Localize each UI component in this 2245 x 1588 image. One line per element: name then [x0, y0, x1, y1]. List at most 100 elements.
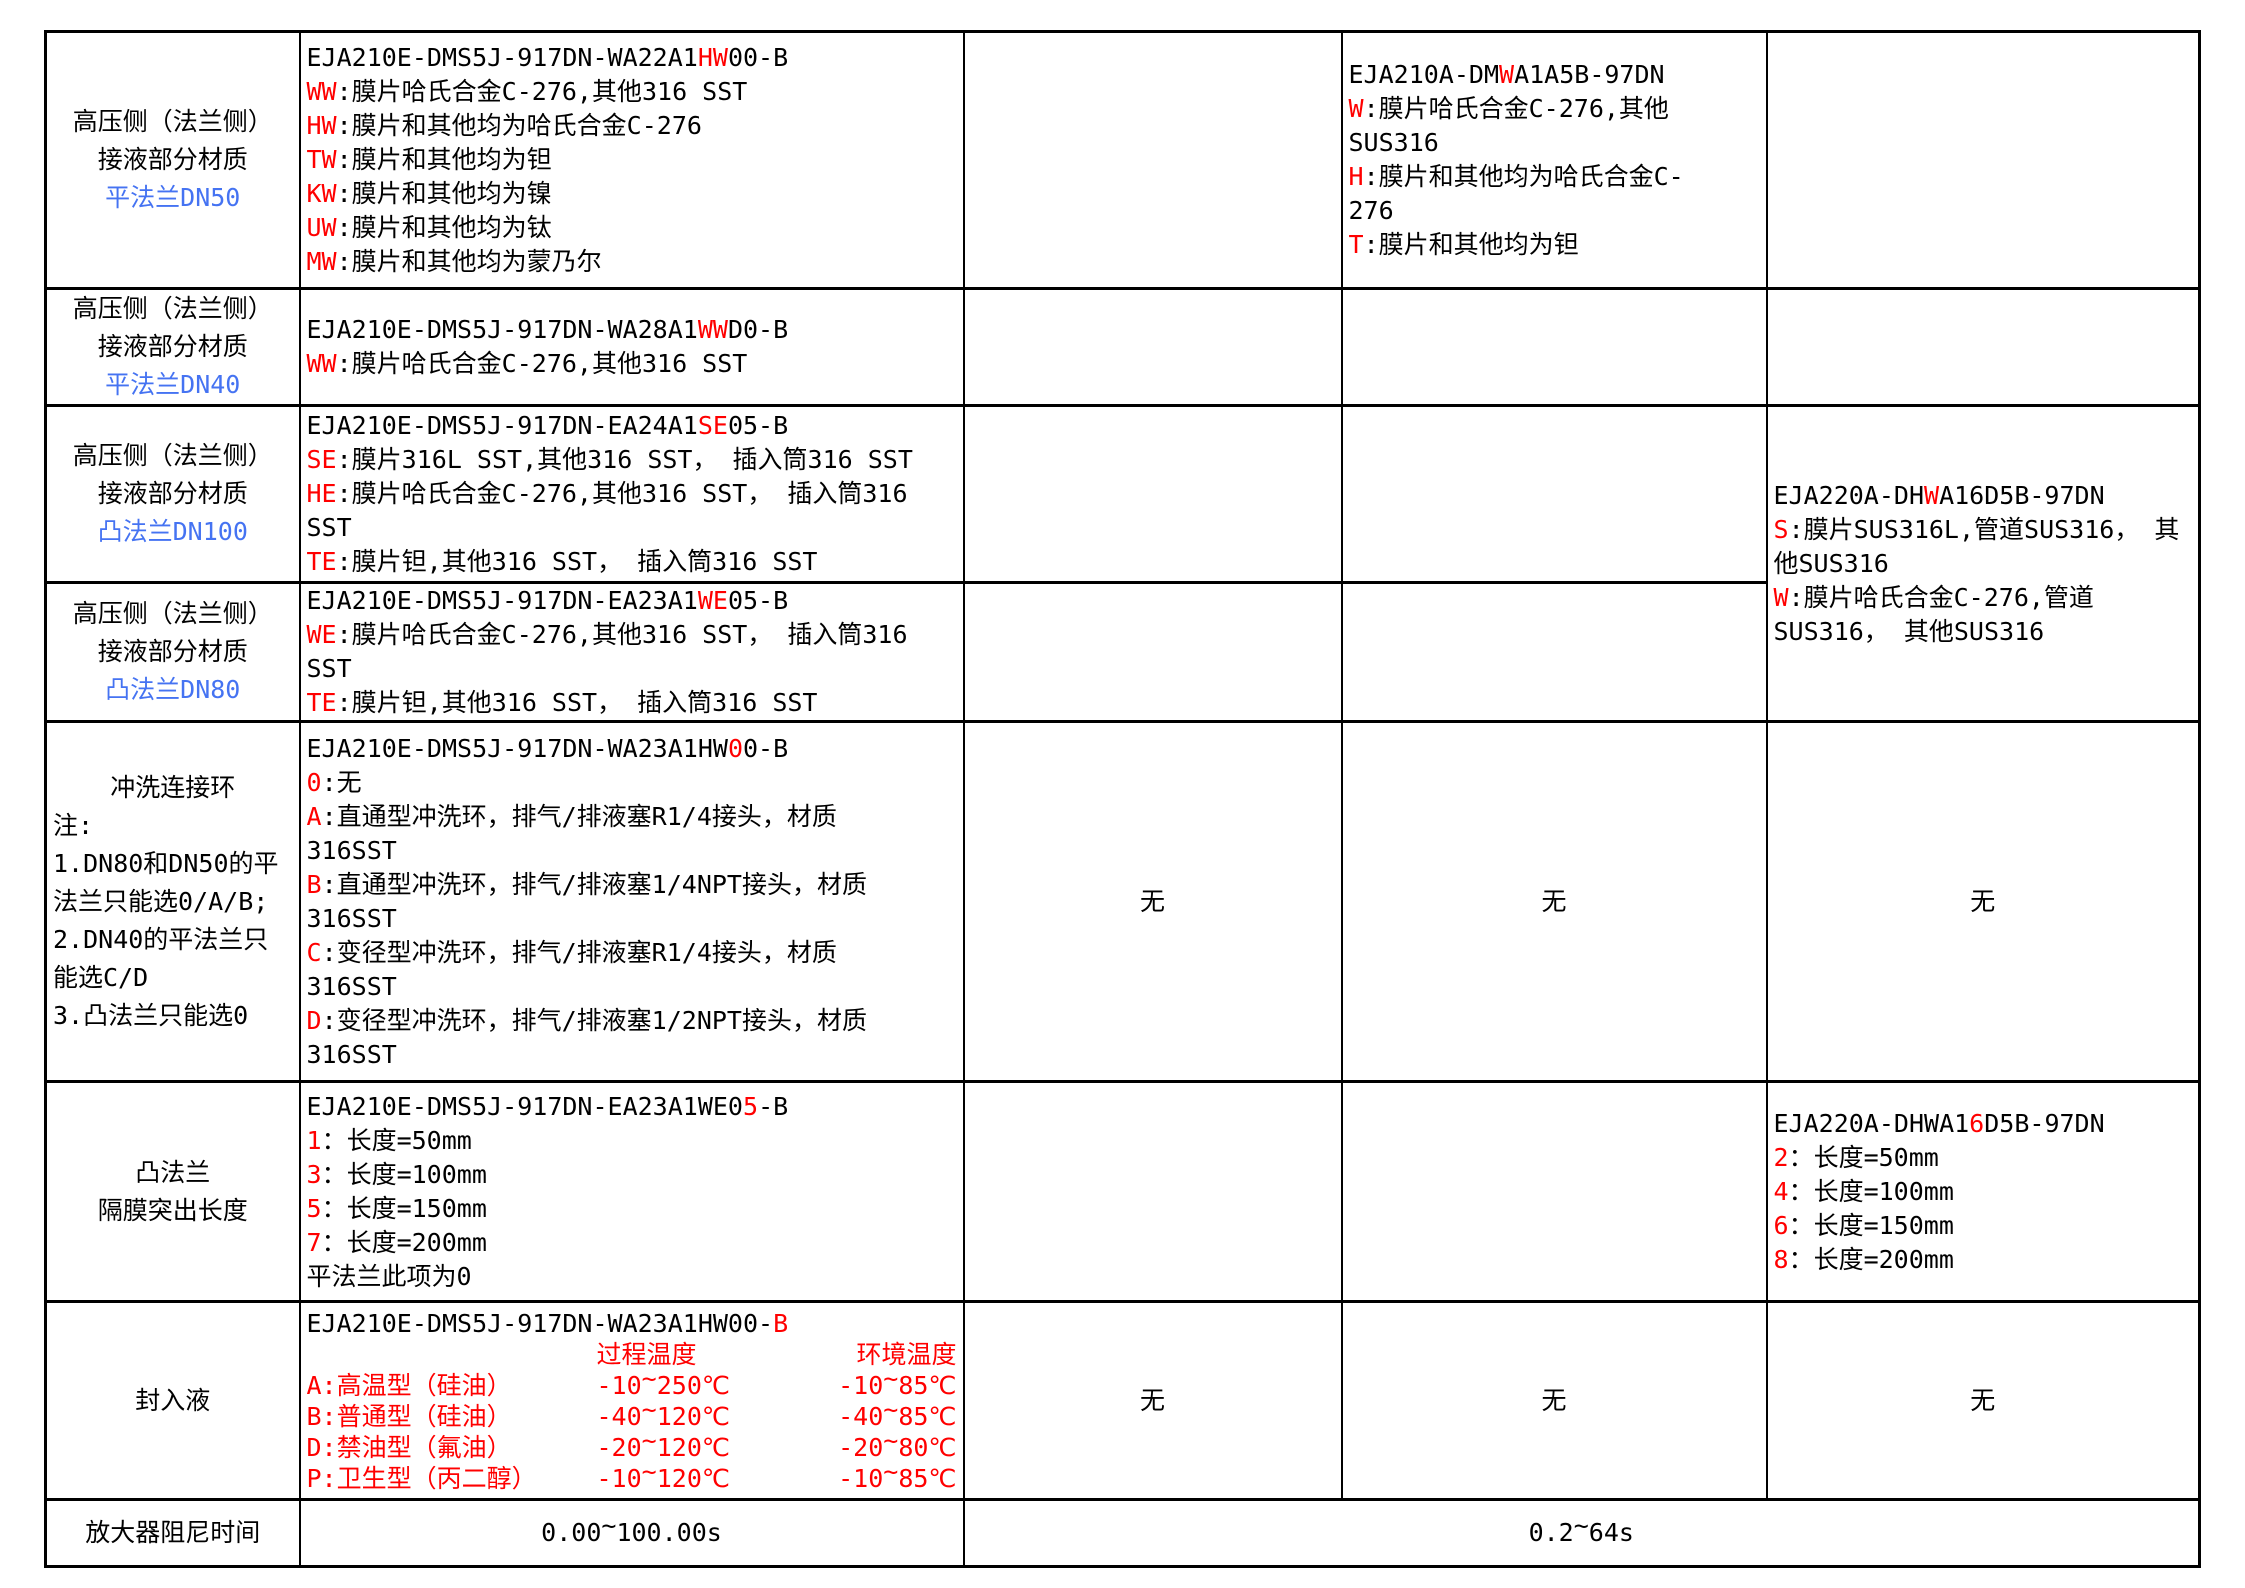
text-segment: :膜片和其他均为钽	[336, 145, 552, 174]
text-line: 无	[1774, 1384, 2193, 1418]
cell-content: EJA210E-DMS5J-917DN-WA22A1HW00-B WW:膜片哈氏合…	[307, 41, 957, 279]
text-line: S:膜片SUS316L,管道SUS316， 其	[1774, 513, 2193, 547]
text-segment: 凸法兰	[135, 1157, 211, 1187]
text-line: WW:膜片哈氏合金C-276,其他316 SST	[307, 75, 957, 109]
text-segment: :无	[321, 767, 362, 797]
cell-content: 无	[1774, 885, 2193, 919]
options-fill-fluid: EJA210E-DMS5J-917DN-WA23A1HW00-B 过程温度 环境温度…	[298, 1300, 965, 1501]
text-line: W:膜片哈氏合金C-276,其他	[1349, 92, 1760, 126]
text-line: EJA220A-DHWA16D5B-97DN	[1774, 479, 2193, 513]
temp-column-text: P:卫生型（丙二醇）	[306, 1463, 537, 1493]
text-segment: 接液部分材质	[97, 332, 248, 361]
text-segment: 接液部分材质	[97, 479, 248, 508]
text-segment: S	[1773, 514, 1789, 544]
spec-table: 高压侧（法兰侧） 接液部分材质 平法兰DN50 EJA210E-DMS5J-917DN…	[44, 30, 2201, 1568]
text-segment: 注:	[53, 810, 94, 840]
text-line: 法兰只能选0/A/B;	[53, 883, 293, 921]
text-line: 凸法兰	[53, 1154, 293, 1192]
text-segment: 封入液	[135, 1385, 211, 1415]
label-diaphragm-protrusion-length: 凸法兰 隔膜突出长度	[44, 1080, 301, 1303]
tilde: ~	[641, 1425, 657, 1455]
text-segment: W	[1924, 480, 1940, 510]
text-segment: 05-B	[727, 586, 789, 615]
text-segment: ：长度=100mm	[1788, 1176, 1954, 1206]
text-segment: :变径型冲洗环，排气/排液塞R1/4接头，材质	[321, 937, 837, 967]
options-eja220a-material: EJA220A-DHWA16D5B-97DN S:膜片SUS316L,管道SUS3…	[1765, 404, 2201, 723]
text-segment: W	[1499, 60, 1515, 89]
text-line: 5：长度=150mm	[307, 1192, 957, 1226]
text-line: EJA210E-DMS5J-917DN-EA23A1WE05-B	[307, 1090, 957, 1124]
text-segment: A16D5B-97DN	[1939, 480, 2105, 510]
text-line: 接液部分材质	[53, 475, 293, 513]
cell-content: 高压侧（法兰侧） 接液部分材质 凸法兰DN100	[53, 437, 293, 551]
options-eja210a: EJA210A-DMWA1A5B-97DN W:膜片哈氏合金C-276,其他 SUS…	[1340, 30, 1768, 290]
text-line: EJA210E-DMS5J-917DN-EA24A1SE05-B	[307, 409, 957, 443]
text-line: 1.DN80和DN50的平	[53, 845, 293, 883]
none-cell: 无	[1765, 720, 2201, 1083]
text-line: SUS316， 其他SUS316	[1774, 615, 2193, 649]
text-segment: 无	[1970, 886, 1996, 916]
text-line: EJA210E-DMS5J-917DN-WA28A1WWD0-B	[307, 313, 957, 347]
damping-eja-a-series: 0.2~64s	[962, 1498, 2201, 1568]
text-segment: :膜片哈氏合金C-276,其他316 SST	[336, 349, 748, 378]
text-segment: SUS316	[1348, 128, 1439, 157]
cell-content: EJA210E-DMS5J-917DN-EA23A1WE05-B 1：长度=50m…	[307, 1090, 957, 1294]
text-segment: 接液部分材质	[97, 145, 248, 174]
text-line: EJA210E-DMS5J-917DN-WA23A1HW00-B	[307, 732, 957, 766]
spec-table-body: 高压侧（法兰侧） 接液部分材质 平法兰DN50 EJA210E-DMS5J-917DN…	[44, 30, 2201, 1568]
cell-content: EJA210E-DMS5J-917DN-WA23A1HW00-B 0:无 A:直通型…	[307, 732, 957, 1072]
text-segment: WW	[697, 315, 728, 344]
text-line: 4：长度=100mm	[1774, 1175, 2193, 1209]
temp-column-text: D:禁油型（氟油）	[306, 1432, 512, 1462]
text-line: 凸法兰DN100	[53, 513, 293, 551]
text-segment: H	[1348, 162, 1364, 191]
text-segment: D0-B	[727, 315, 789, 344]
text-segment: :膜片钽,其他316 SST， 插入筒316 SST	[336, 547, 818, 576]
text-segment: 1	[306, 1125, 322, 1155]
text-line: 6：长度=150mm	[1774, 1209, 2193, 1243]
text-line: B:普通型（硅油） -40~120℃ -40~85℃	[307, 1395, 957, 1432]
empty-cell	[1765, 287, 2201, 407]
text-segment: SE	[697, 411, 728, 440]
text-line: 0.2~64s	[971, 1511, 2193, 1550]
cell-content: EJA210E-DMS5J-917DN-WA28A1WWD0-B WW :膜片哈氏合…	[307, 313, 957, 381]
table-row: 高压侧（法兰侧） 接液部分材质 平法兰DN50 EJA210E-DMS5J-917DN…	[44, 30, 2201, 290]
text-segment: :变径型冲洗环，排气/排液塞1/2NPT接头，材质	[321, 1005, 867, 1035]
text-line: 316SST	[307, 1038, 957, 1072]
text-segment: UW	[306, 213, 337, 242]
text-line: 无	[1774, 885, 2193, 919]
text-segment: 316SST	[306, 971, 397, 1001]
text-line: 接液部分材质	[53, 633, 293, 671]
text-segment: :膜片和其他均为哈氏合金C-276	[336, 111, 702, 140]
text-segment: 316SST	[306, 835, 397, 865]
text-segment: EJA210E-DMS5J-917DN-WA28A1	[306, 315, 698, 344]
text-line: C:变径型冲洗环，排气/排液塞R1/4接头，材质	[307, 936, 957, 970]
cell-content: EJA210E-DMS5J-917DN-EA24A1SE05-B SE:膜片316…	[307, 409, 957, 579]
text-segment: EJA210E-DMS5J-917DN-EA24A1	[306, 411, 698, 440]
empty-cell	[1340, 287, 1768, 407]
empty-cell	[1340, 404, 1768, 584]
table-row: 高压侧（法兰侧） 接液部分材质 凸法兰DN100 EJA210E-DMS5J-917D…	[44, 404, 2201, 723]
tilde: ~	[883, 1394, 899, 1424]
empty-cell	[1340, 581, 1768, 723]
text-segment: :膜片和其他均为镍	[336, 179, 552, 208]
text-line: 封入液	[53, 1382, 293, 1420]
tilde: ~	[641, 1394, 657, 1424]
cell-content: EJA210E-DMS5J-917DN-WA23A1HW00-B 过程温度 环境温度…	[307, 1308, 957, 1494]
text-segment: 6	[1773, 1210, 1789, 1240]
none-cell: 无	[1765, 1300, 2201, 1501]
text-segment: 276	[1348, 196, 1394, 225]
text-segment: B	[773, 1308, 789, 1338]
text-segment: D5B-97DN	[1984, 1108, 2105, 1138]
text-segment: 4	[1773, 1176, 1789, 1206]
text-segment: SE	[306, 445, 337, 474]
tilde: ~	[883, 1363, 899, 1393]
text-segment: SST	[306, 513, 352, 542]
text-line: SST	[307, 511, 957, 545]
text-line: UW:膜片和其他均为钛	[307, 211, 957, 245]
text-line: 1：长度=50mm	[307, 1124, 957, 1158]
temp-column-text: -10~85℃	[838, 1363, 957, 1400]
text-segment: ：长度=50mm	[321, 1125, 472, 1155]
options-eja210e-dn40: EJA210E-DMS5J-917DN-WA28A1WWD0-B WW :膜片哈氏合…	[298, 287, 965, 407]
table-row: 放大器阻尼时间 0.00~100.00s 0.2~64s	[44, 1498, 2201, 1568]
